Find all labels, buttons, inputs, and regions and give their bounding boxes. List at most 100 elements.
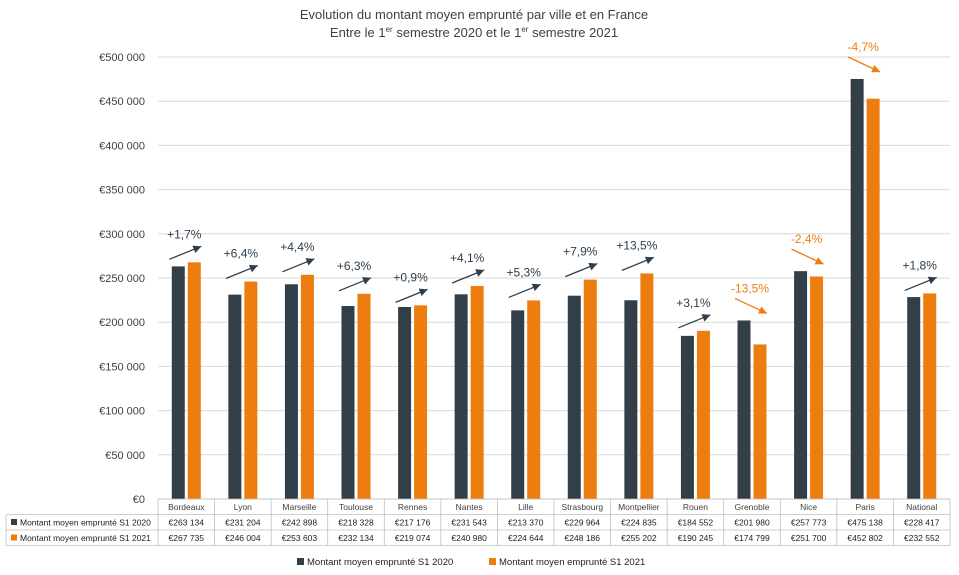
bar-2021 [640,273,654,499]
bar-2021 [470,285,484,499]
category-label: Toulouse [339,502,373,512]
bar-2020 [850,78,864,500]
arrow-head [871,64,881,73]
bar-2020 [454,294,468,499]
y-tick-label: €0 [133,494,145,506]
table-cell: €218 328 [338,518,374,528]
change-label: -4,7% [847,40,879,54]
y-tick-label: €500 000 [99,52,145,64]
category-label: National [906,502,937,512]
y-tick-label: €400 000 [99,140,145,152]
arrow-head [927,276,937,285]
change-label: +6,4% [224,247,259,261]
bar-2020 [680,335,694,499]
category-label: Lyon [234,502,252,512]
y-tick-label: €300 000 [99,229,145,241]
category-label: Paris [855,502,874,512]
change-label: +6,3% [337,259,372,273]
arrow-head [305,258,315,266]
legend-key [297,558,304,565]
table-cell: €201 980 [734,518,770,528]
table-cell: €475 138 [847,518,883,528]
change-label: -13,5% [731,281,769,295]
table-cell: €224 644 [508,533,544,543]
table-cell: €217 176 [395,518,431,528]
y-tick-label: €250 000 [99,273,145,285]
change-label: +1,7% [167,227,202,241]
row-legend-key [11,534,17,541]
table-cell: €263 134 [169,518,205,528]
table-cell: €246 004 [225,533,261,543]
bar-2020 [624,300,638,499]
table-cell: €255 202 [621,533,657,543]
change-label: +4,1% [450,251,485,265]
bar-2020 [398,307,412,499]
table-cell: €253 603 [282,533,318,543]
bar-2020 [511,310,525,499]
table-cell: €184 552 [678,518,714,528]
change-label: +5,3% [507,265,542,279]
bar-2020 [737,320,751,499]
table-cell: €267 735 [169,533,205,543]
arrow-head [362,277,371,285]
change-label: +4,4% [280,240,315,254]
bar-2020 [907,297,921,499]
category-label: Marseille [282,502,316,512]
arrow-head [192,245,202,254]
arrow-head [588,262,598,271]
table-cell: €452 802 [847,533,883,543]
table-cell: €228 417 [904,518,940,528]
bar-2021 [357,293,371,499]
arrow-head [644,256,654,265]
bar-2021 [810,276,824,499]
bar-2020 [567,295,581,499]
category-label: Grenoble [735,502,770,512]
category-label: Rennes [398,502,427,512]
table-cell: €213 370 [508,518,544,528]
table-cell: €190 245 [678,533,714,543]
category-label: Lille [518,502,533,512]
table-cell: €174 799 [734,533,770,543]
change-label: +1,8% [903,258,938,272]
bar-2020 [284,284,298,499]
change-label: +7,9% [563,245,598,259]
chart-subtitle: Entre le 1er semestre 2020 et le 1er sem… [330,25,618,40]
change-label: +3,1% [676,296,711,310]
y-tick-label: €50 000 [105,450,145,462]
arrow-head [475,269,485,277]
row-label: Montant moyen emprunté S1 2021 [20,533,151,543]
table-cell: €231 543 [451,518,487,528]
table-cell: €224 835 [621,518,657,528]
bar-2021 [414,305,428,499]
category-label: Montpellier [618,502,660,512]
bar-2021 [527,300,541,499]
table-cell: €240 980 [451,533,487,543]
bar-2021 [300,274,314,499]
arrow-head [418,288,428,297]
bar-2021 [923,293,937,499]
table-cell: €242 898 [282,518,318,528]
chart-title: Evolution du montant moyen emprunté par … [300,7,648,22]
bar-2020 [341,305,355,499]
category-label: Nantes [456,502,483,512]
arrow-head [531,283,541,292]
change-label: +13,5% [616,238,657,252]
bar-2020 [171,266,185,499]
arrow-head [814,257,824,265]
change-label: -2,4% [791,232,823,246]
category-label: Bordeaux [168,502,205,512]
table-cell: €229 964 [565,518,601,528]
category-label: Nice [800,502,817,512]
table-cell: €231 204 [225,518,261,528]
change-label: +0,9% [393,270,428,284]
table-cell: €232 552 [904,533,940,543]
y-tick-label: €350 000 [99,185,145,197]
table-cell: €248 186 [565,533,601,543]
y-tick-label: €150 000 [99,361,145,373]
arrow-head [758,306,767,314]
y-tick-label: €450 000 [99,96,145,108]
table-cell: €232 134 [338,533,374,543]
arrow-head [701,314,711,322]
